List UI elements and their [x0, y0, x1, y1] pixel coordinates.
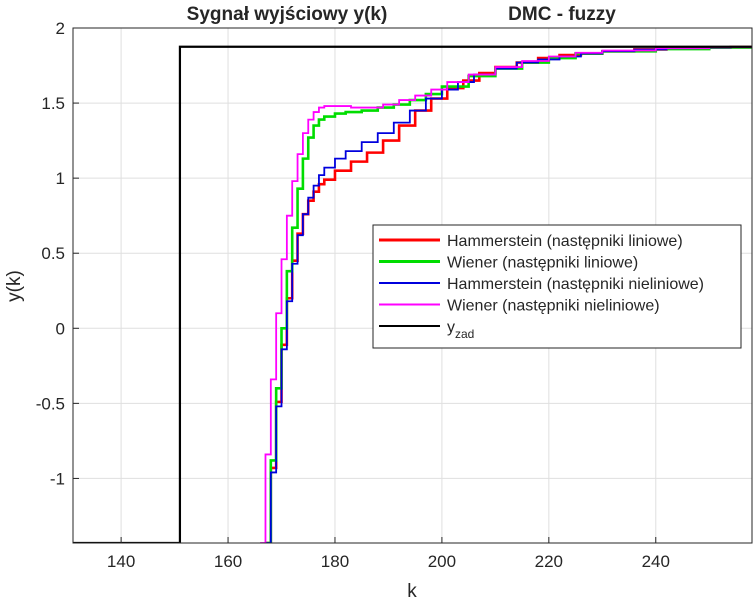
y-tick-label: -1	[50, 469, 65, 488]
legend-label: Hammerstein (następniki liniowe)	[447, 233, 683, 250]
y-axis-label: y(k)	[4, 270, 25, 302]
legend-label: Hammerstein (następniki nieliniowe)	[447, 276, 704, 293]
y-tick-label: 0.5	[41, 244, 65, 263]
x-tick-label: 220	[535, 552, 563, 571]
y-tick-label: 1.5	[41, 94, 65, 113]
legend-label-subscript: zad	[455, 327, 474, 341]
x-tick-label: 160	[214, 552, 242, 571]
legend: Hammerstein (następniki liniowe) Wiener (…	[372, 224, 742, 349]
x-tick-label: 200	[428, 552, 456, 571]
legend-box	[372, 224, 742, 349]
series-group	[73, 45, 752, 543]
chart-subtitle: DMC - fuzzy	[508, 4, 616, 25]
x-axis-ticks: 140 160 180 200 220 240	[107, 537, 670, 571]
y-tick-label: 0	[56, 319, 65, 338]
y-axis-ticks: -1 -0.5 0 0.5 1 1.5 2	[36, 19, 79, 488]
x-tick-label: 240	[642, 552, 670, 571]
chart-title: Sygnał wyjściowy y(k)	[187, 4, 388, 25]
series-line-4	[260, 46, 752, 543]
y-tick-label: -0.5	[36, 394, 65, 413]
y-tick-label: 2	[56, 19, 65, 38]
x-tick-label: 180	[321, 552, 349, 571]
legend-label: Wiener (następniki liniowe)	[447, 255, 638, 272]
legend-label: Wiener (następniki nieliniowe)	[447, 298, 660, 315]
series-line-2	[265, 46, 752, 543]
y-tick-label: 1	[56, 169, 65, 188]
series-line-5	[73, 45, 752, 543]
x-tick-label: 140	[107, 552, 135, 571]
plot-frame	[72, 27, 753, 544]
x-axis-label: k	[407, 581, 417, 601]
